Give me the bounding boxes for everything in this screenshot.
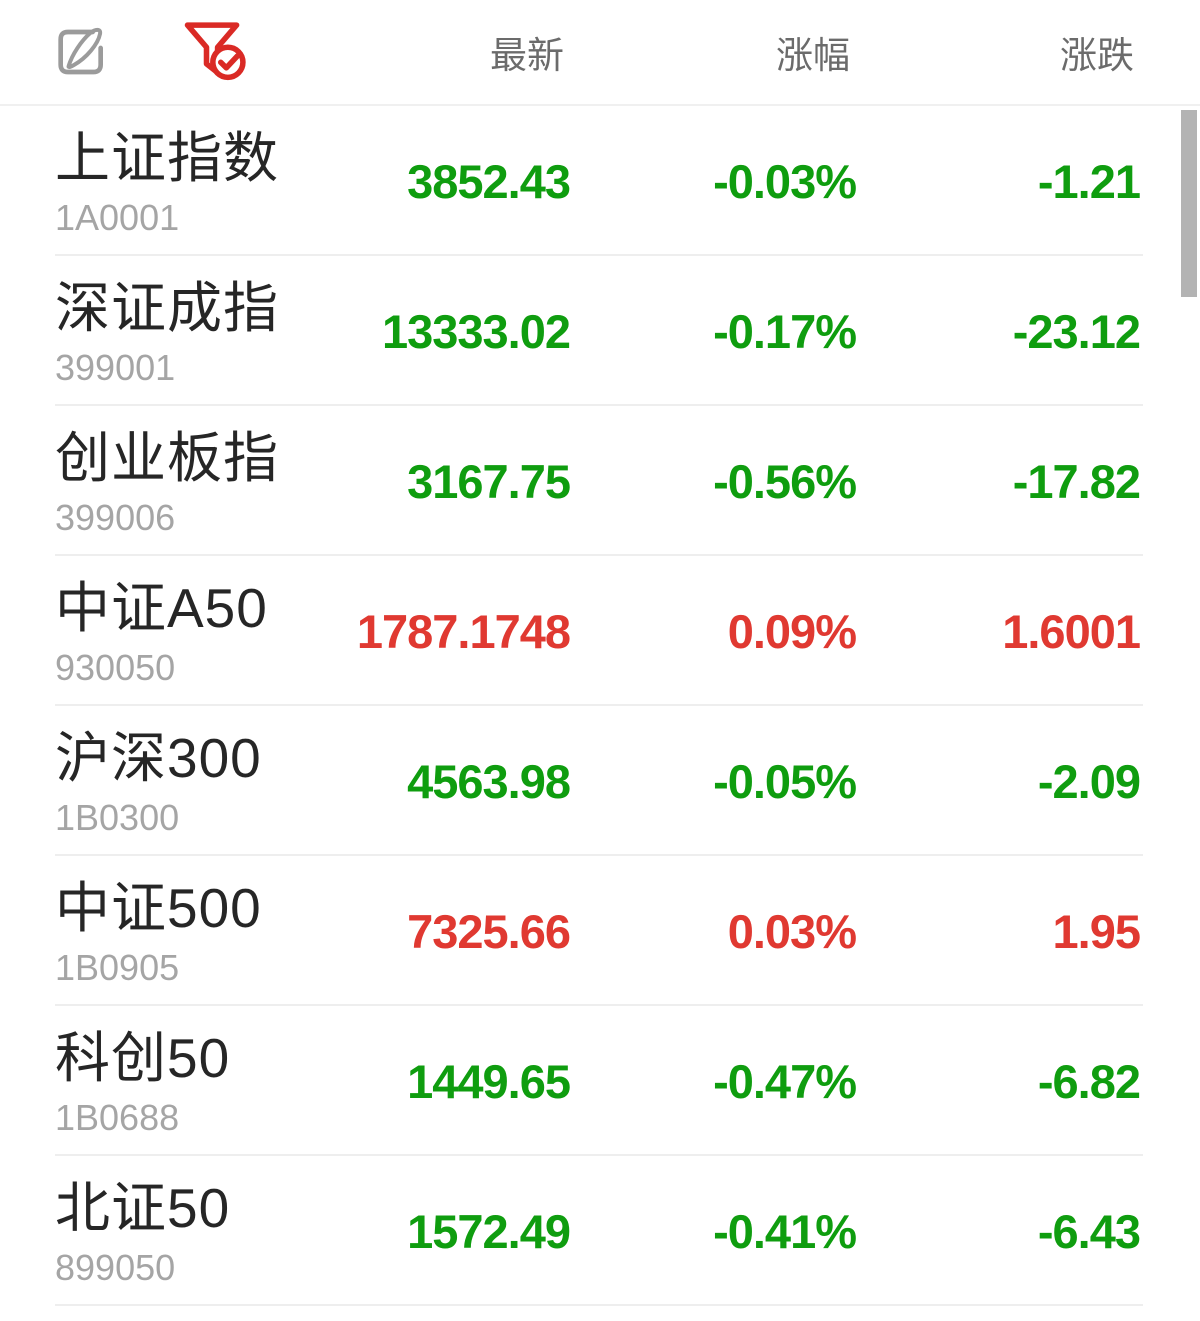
index-identity: 上证指数 1A0001 xyxy=(55,126,300,236)
index-code: 1B0905 xyxy=(55,946,180,988)
latest-price: 1572.49 xyxy=(407,1204,571,1258)
index-identity: 创业板指 399006 xyxy=(55,426,300,536)
column-header-change-percent[interactable]: 涨幅 xyxy=(570,24,856,80)
filter-button[interactable] xyxy=(178,14,254,90)
index-name: 北证50 xyxy=(55,1177,231,1240)
filter-icon xyxy=(184,22,246,81)
index-identity: 中证A50 930050 xyxy=(55,576,300,686)
index-name: 沪深300 xyxy=(55,727,262,790)
index-name: 创业板指 xyxy=(55,427,280,490)
latest-price: 1449.65 xyxy=(407,1054,571,1108)
index-code: 399001 xyxy=(55,346,176,388)
index-name: 上证指数 xyxy=(55,127,280,190)
change-amount: -2.09 xyxy=(1037,754,1141,808)
index-row[interactable]: 沪深300 1B0300 4563.98 -0.05% -2.09 xyxy=(0,706,1200,856)
change-percent: -0.41% xyxy=(713,1204,857,1258)
change-percent: 0.03% xyxy=(727,904,857,958)
index-code: 399006 xyxy=(55,496,176,538)
index-name: 中证A50 xyxy=(55,577,268,640)
latest-price: 3167.75 xyxy=(407,454,571,508)
edit-icon xyxy=(58,27,103,75)
change-percent: -0.05% xyxy=(713,754,857,808)
change-amount: -17.82 xyxy=(1012,454,1141,508)
index-code: 1B0688 xyxy=(55,1096,180,1138)
list-header: 最新 涨幅 涨跌 xyxy=(0,0,1200,106)
change-amount: -6.82 xyxy=(1037,1054,1141,1108)
change-amount: 1.6001 xyxy=(1002,604,1141,658)
index-name: 深证成指 xyxy=(55,277,280,340)
scrollbar-thumb[interactable] xyxy=(1181,110,1197,297)
change-amount: 1.95 xyxy=(1052,904,1141,958)
column-header-latest[interactable]: 最新 xyxy=(300,24,570,80)
change-amount: -1.21 xyxy=(1037,154,1141,208)
index-identity: 沪深300 1B0300 xyxy=(55,726,300,836)
index-row[interactable]: 上证指数 1A0001 3852.43 -0.03% -1.21 xyxy=(0,106,1200,256)
latest-price: 1787.1748 xyxy=(356,604,571,658)
change-amount: -6.43 xyxy=(1037,1204,1141,1258)
edit-watchlist-button[interactable] xyxy=(50,20,114,84)
index-identity: 中证500 1B0905 xyxy=(55,876,300,986)
change-percent: -0.47% xyxy=(713,1054,857,1108)
index-row[interactable]: 北证50 899050 1572.49 -0.41% -6.43 xyxy=(0,1156,1200,1306)
index-code: 1A0001 xyxy=(55,196,180,238)
column-header-change-amount[interactable]: 涨跌 xyxy=(856,24,1140,80)
change-percent: -0.17% xyxy=(713,304,857,358)
index-identity: 科创50 1B0688 xyxy=(55,1026,300,1136)
change-amount: -23.12 xyxy=(1012,304,1141,358)
index-code: 930050 xyxy=(55,646,176,688)
index-identity: 深证成指 399001 xyxy=(55,276,300,386)
latest-price: 3852.43 xyxy=(407,154,571,208)
index-name: 科创50 xyxy=(55,1027,231,1090)
index-code: 1B0300 xyxy=(55,796,180,838)
index-row[interactable]: 中证A50 930050 1787.1748 0.09% 1.6001 xyxy=(0,556,1200,706)
index-row[interactable]: 科创50 1B0688 1449.65 -0.47% -6.82 xyxy=(0,1006,1200,1156)
index-row[interactable]: 深证成指 399001 13333.02 -0.17% -23.12 xyxy=(0,256,1200,406)
change-percent: 0.09% xyxy=(727,604,857,658)
latest-price: 13333.02 xyxy=(381,304,571,358)
latest-price: 4563.98 xyxy=(407,754,571,808)
index-name: 中证500 xyxy=(55,877,262,940)
header-icons xyxy=(55,14,300,90)
change-percent: -0.56% xyxy=(713,454,857,508)
index-list: 上证指数 1A0001 3852.43 -0.03% -1.21 深证成指 39… xyxy=(0,106,1200,1306)
change-percent: -0.03% xyxy=(713,154,857,208)
index-identity: 北证50 899050 xyxy=(55,1176,300,1286)
index-code: 899050 xyxy=(55,1246,176,1288)
index-row[interactable]: 中证500 1B0905 7325.66 0.03% 1.95 xyxy=(0,856,1200,1006)
index-row[interactable]: 创业板指 399006 3167.75 -0.56% -17.82 xyxy=(0,406,1200,556)
latest-price: 7325.66 xyxy=(407,904,571,958)
